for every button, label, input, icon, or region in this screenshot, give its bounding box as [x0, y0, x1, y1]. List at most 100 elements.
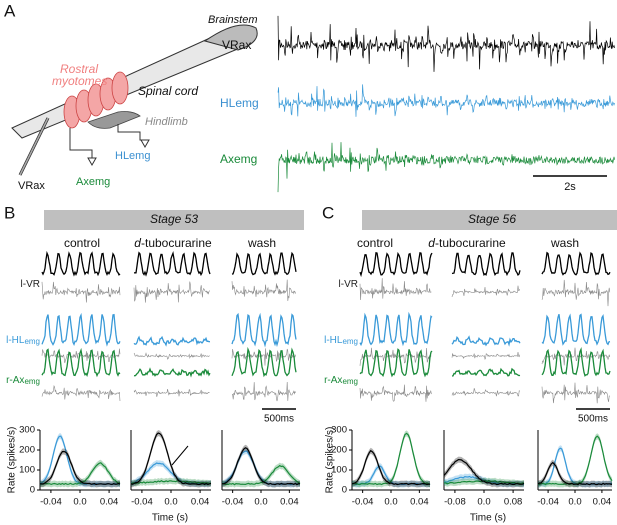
trace [231, 381, 296, 402]
rate-band [352, 430, 430, 488]
rate-curve [130, 432, 212, 486]
trace [277, 15, 615, 72]
envelope [41, 312, 121, 347]
label: Stage 53 [150, 212, 198, 226]
row-sub: emg [342, 337, 358, 346]
trace [133, 352, 210, 360]
column-label: d-tubocurarine [428, 236, 506, 250]
row-sub: emg [24, 337, 40, 346]
label-brainstem: Brainstem [208, 14, 258, 26]
rate-band [444, 456, 524, 488]
drug-rest: -tubocurarine [141, 236, 212, 250]
stage-banner [362, 210, 617, 230]
label: 0.04 [100, 497, 119, 508]
label: 0.0 [568, 497, 581, 508]
envelope [133, 367, 211, 378]
label: 0.04 [191, 497, 210, 508]
envelope [541, 313, 611, 346]
rate-curve [130, 462, 212, 485]
trace [359, 384, 432, 402]
spinal-diagram [11, 24, 258, 176]
rate-band [40, 459, 120, 488]
scale-label: 2s [564, 181, 576, 193]
label: C [322, 203, 334, 222]
rate-curve [443, 458, 525, 486]
rate-curve [537, 461, 613, 486]
label: -0.04 [352, 497, 374, 508]
trace [541, 382, 610, 404]
label: control [357, 236, 393, 250]
label: 0.04 [280, 497, 299, 508]
rate-curve [39, 450, 121, 486]
row-label: l-VR [339, 279, 358, 290]
label: -0.04 [131, 497, 153, 508]
envelope [541, 346, 611, 377]
row-sub: emg [24, 377, 40, 386]
label: 0.0 [384, 497, 397, 508]
envelope [359, 348, 433, 378]
drug-prefix: d [134, 236, 141, 250]
trace [451, 285, 521, 297]
label: 200 [19, 445, 35, 456]
arrow [171, 445, 189, 466]
rate-curve [537, 435, 613, 486]
trace [541, 347, 611, 366]
drug-prefix: d [428, 236, 435, 250]
rate-band [538, 433, 612, 488]
trace [451, 352, 521, 360]
rate-curve [221, 464, 301, 486]
row-main: l-VR [21, 279, 40, 290]
label-spinal-cord: Spinal cord [138, 84, 198, 98]
row-label: r-Axemg [324, 375, 358, 386]
trace [133, 389, 210, 397]
label: -0.08 [444, 497, 466, 508]
rate-band [40, 448, 120, 488]
row-main: l-VR [339, 279, 358, 290]
envelope [451, 335, 521, 347]
trace [41, 385, 121, 402]
envelope [133, 250, 211, 277]
rate-band [222, 462, 300, 488]
rate-band [352, 463, 430, 488]
drug-rest: -tubocurarine [435, 236, 506, 250]
row-label: l-HLemg [324, 335, 358, 346]
envelope [231, 251, 297, 276]
envelope [41, 347, 121, 378]
label: control [64, 236, 100, 250]
label: 0 [342, 485, 347, 496]
trace [231, 279, 296, 301]
trace [541, 279, 611, 307]
row-main: l-HL [6, 335, 25, 346]
trace-label: VRax [222, 38, 251, 52]
rate-curve [351, 432, 431, 486]
row-main: l-HL [324, 335, 343, 346]
label: 300 [331, 425, 347, 436]
label: Time (s) [470, 513, 506, 524]
label: -0.04 [222, 497, 244, 508]
trace [41, 348, 121, 364]
trace [451, 388, 520, 397]
label: 500ms [264, 414, 294, 425]
label: 0.0 [73, 497, 86, 508]
rate-curve [130, 480, 212, 485]
row-sub: emg [342, 377, 358, 386]
label: 0.08 [504, 497, 523, 508]
label-myotomes: myotomes [52, 74, 107, 88]
label: 300 [19, 425, 35, 436]
label: 0.0 [164, 497, 177, 508]
rate-band [222, 444, 300, 488]
label: Time (s) [152, 513, 188, 524]
label: 100 [331, 465, 347, 476]
label: 500ms [578, 414, 608, 425]
trace-label: HLemg [220, 96, 259, 110]
row-main: r-Ax [324, 375, 342, 386]
row-label: r-Axemg [6, 375, 40, 386]
column-label: d-tubocurarine [134, 236, 212, 250]
label-vrax: VRax [18, 180, 45, 192]
panel-letter: A [4, 1, 16, 20]
label-rostral: Rostral [60, 62, 98, 76]
trace [41, 281, 121, 303]
trace [277, 84, 615, 117]
trace [359, 278, 432, 301]
